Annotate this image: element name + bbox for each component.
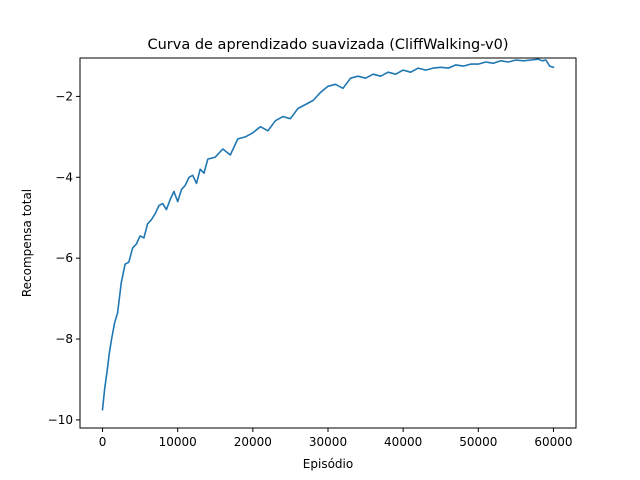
plot-series-group — [101, 58, 555, 411]
x-tick-label: 0 — [99, 435, 107, 449]
y-tick-label: −8 — [55, 332, 73, 346]
x-tick-label: 50000 — [459, 435, 497, 449]
y-tick-label: −4 — [55, 170, 73, 184]
y-axis-label: Recompensa total — [20, 189, 34, 297]
smoothed-reward-line — [101, 58, 555, 411]
y-tick-label: −10 — [48, 413, 73, 427]
x-tick-label: 10000 — [159, 435, 197, 449]
x-tick-label: 30000 — [309, 435, 347, 449]
x-axis-ticks: 0 10000 20000 30000 40000 50000 60000 — [99, 428, 573, 449]
plot-frame — [79, 57, 577, 429]
x-tick-label: 40000 — [384, 435, 422, 449]
x-tick-label: 20000 — [234, 435, 272, 449]
chart-title: Curva de aprendizado suavizada (CliffWal… — [147, 37, 508, 53]
y-tick-label: −6 — [55, 251, 73, 265]
y-axis-ticks: −10 −8 −6 −4 −2 — [48, 89, 80, 427]
x-axis-label: Episódio — [303, 457, 353, 471]
y-tick-label: −2 — [55, 89, 73, 103]
x-tick-label: 60000 — [534, 435, 572, 449]
